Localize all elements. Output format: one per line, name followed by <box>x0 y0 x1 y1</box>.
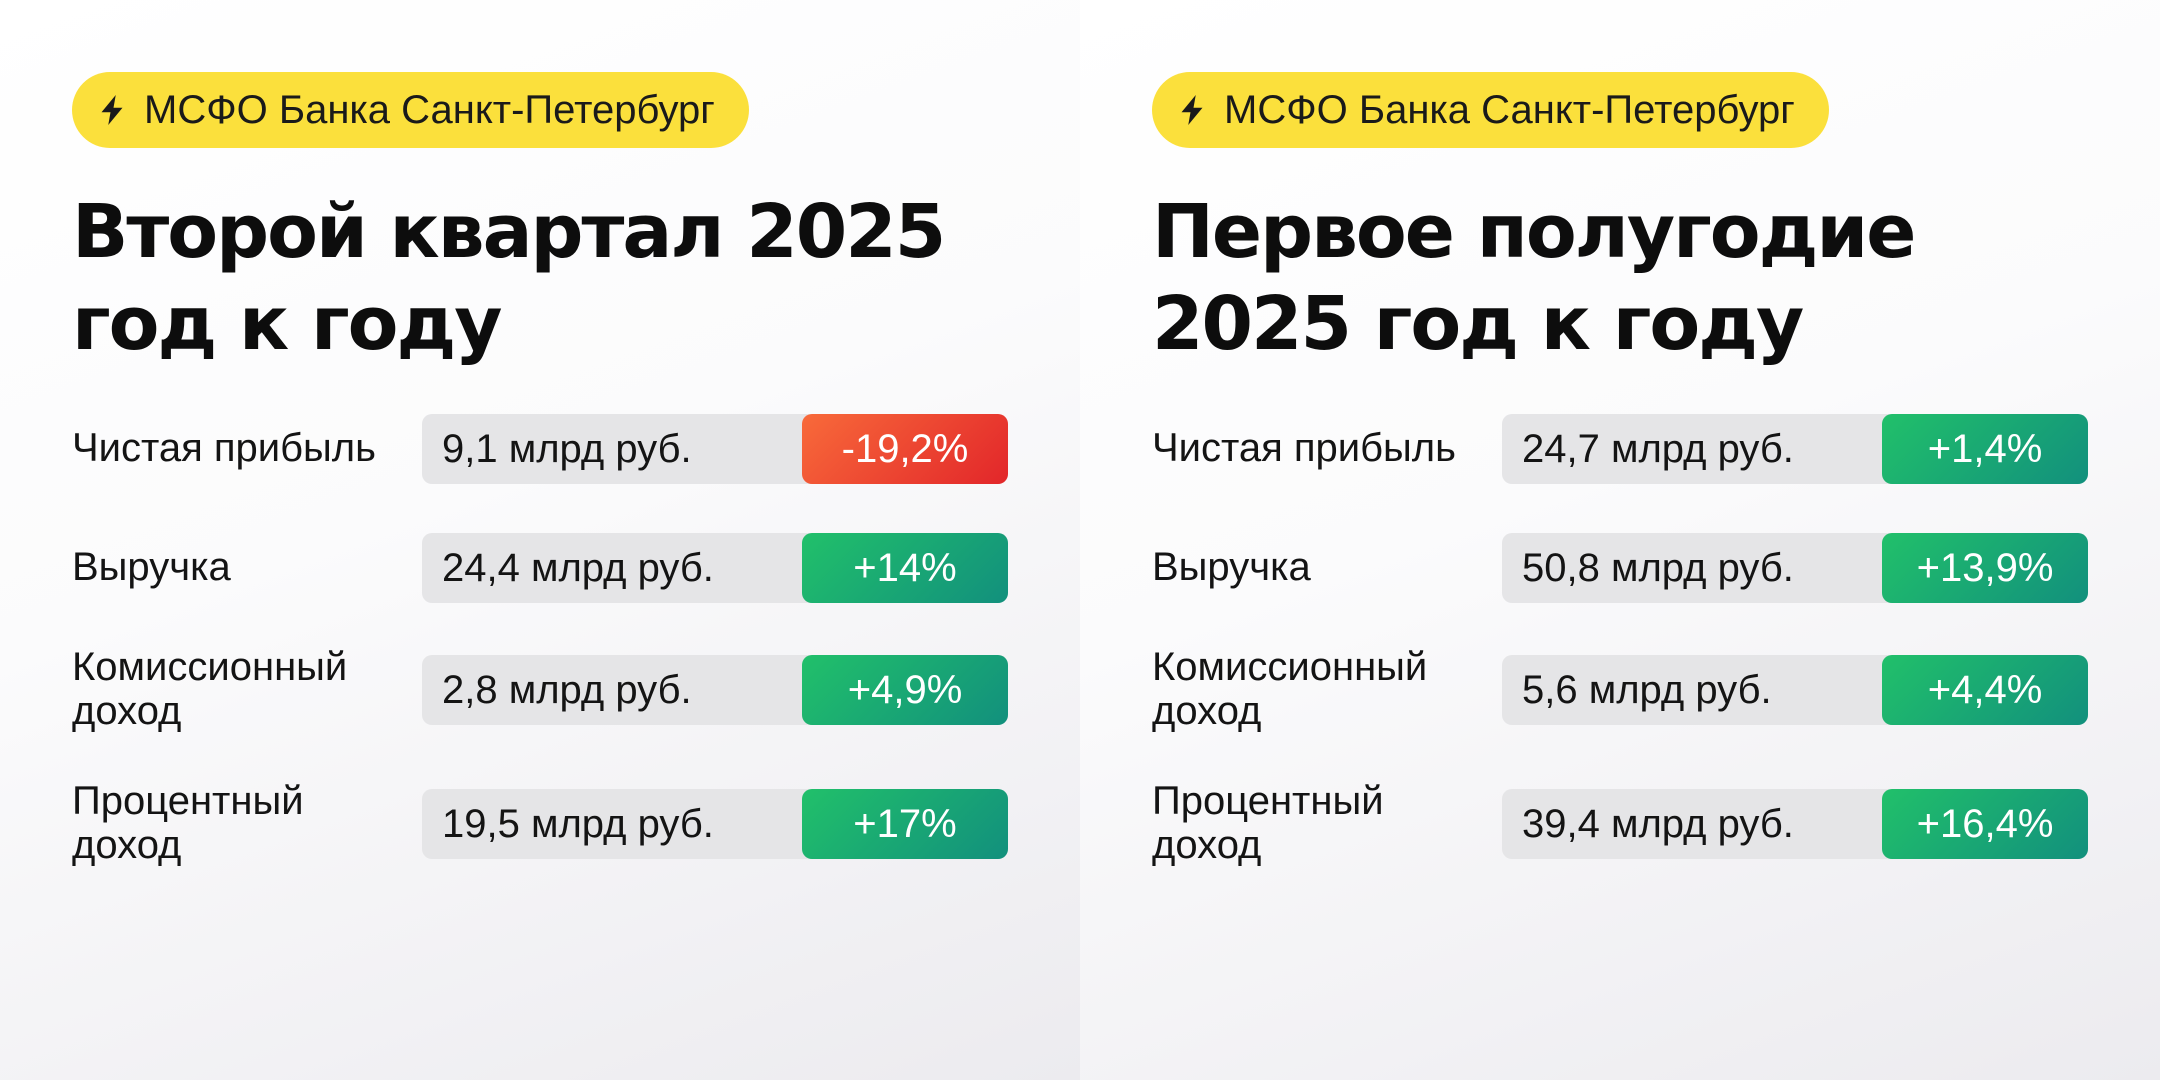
title-line-1: Первое полугодие <box>1152 189 1916 275</box>
metric-amount: 50,8 млрд руб. <box>1522 546 1794 590</box>
metric-amount: 24,4 млрд руб. <box>442 546 714 590</box>
metric-amount: 2,8 млрд руб. <box>442 668 692 712</box>
page-title: Второй квартал 2025 год к году <box>72 186 1032 370</box>
metric-label-line-2: доход <box>72 823 182 867</box>
panel-q2-2025: МСФО Банка Санкт-Петербург Второй кварта… <box>0 0 1080 1080</box>
page-title: Первое полугодие 2025 год к году <box>1152 186 2112 370</box>
source-badge: МСФО Банка Санкт-Петербург <box>72 72 749 148</box>
change-badge: +17% <box>802 789 1008 859</box>
metric-bar: 19,5 млрд руб. +17% <box>422 789 1008 859</box>
metric-bar: 24,7 млрд руб. +1,4% <box>1502 414 2088 484</box>
metric-bar: 50,8 млрд руб. +13,9% <box>1502 533 2088 603</box>
metric-label-line-1: Комиссионный <box>72 645 348 689</box>
change-badge: +14% <box>802 533 1008 603</box>
lightning-icon <box>1174 92 1210 128</box>
metric-row-interest-income: Процентный доход 19,5 млрд руб. +17% <box>72 779 1012 867</box>
metric-label-line-1: Комиссионный <box>1152 645 1428 689</box>
change-badge: +4,4% <box>1882 655 2088 725</box>
metric-label: Выручка <box>72 545 231 589</box>
metric-amount: 24,7 млрд руб. <box>1522 427 1794 471</box>
metric-amount: 9,1 млрд руб. <box>442 427 692 471</box>
title-line-1: Второй квартал 2025 <box>72 189 946 275</box>
metric-row-commission-income: Комиссионный доход 5,6 млрд руб. +4,4% <box>1152 645 2092 733</box>
change-badge: -19,2% <box>802 414 1008 484</box>
metric-row-revenue: Выручка 50,8 млрд руб. +13,9% <box>1152 533 2092 603</box>
metric-label: Чистая прибыль <box>1152 426 1456 470</box>
title-line-2: 2025 год к году <box>1152 281 1804 367</box>
metric-label: Комиссионный доход <box>72 645 412 733</box>
metric-amount: 39,4 млрд руб. <box>1522 802 1794 846</box>
metric-bar: 5,6 млрд руб. +4,4% <box>1502 655 2088 725</box>
lightning-icon <box>94 92 130 128</box>
metric-row-commission-income: Комиссионный доход 2,8 млрд руб. +4,9% <box>72 645 1012 733</box>
metric-label-line-2: доход <box>72 689 182 733</box>
metric-label: Выручка <box>1152 545 1311 589</box>
metric-bar: 2,8 млрд руб. +4,9% <box>422 655 1008 725</box>
metric-row-revenue: Выручка 24,4 млрд руб. +14% <box>72 533 1012 603</box>
metric-bar: 9,1 млрд руб. -19,2% <box>422 414 1008 484</box>
metric-row-net-profit: Чистая прибыль 9,1 млрд руб. -19,2% <box>72 414 1012 484</box>
metric-label: Комиссионный доход <box>1152 645 1492 733</box>
change-badge: +4,9% <box>802 655 1008 725</box>
badge-text: МСФО Банка Санкт-Петербург <box>1224 87 1795 132</box>
change-badge: +13,9% <box>1882 533 2088 603</box>
change-badge: +16,4% <box>1882 789 2088 859</box>
metric-amount: 19,5 млрд руб. <box>442 802 714 846</box>
metric-label-line-2: доход <box>1152 823 1262 867</box>
title-line-2: год к году <box>72 281 503 367</box>
badge-text: МСФО Банка Санкт-Петербург <box>144 87 715 132</box>
metric-label-line-1: Процентный <box>1152 779 1384 823</box>
metric-row-net-profit: Чистая прибыль 24,7 млрд руб. +1,4% <box>1152 414 2092 484</box>
panel-h1-2025: МСФО Банка Санкт-Петербург Первое полуго… <box>1080 0 2160 1080</box>
metric-label: Чистая прибыль <box>72 426 376 470</box>
source-badge: МСФО Банка Санкт-Петербург <box>1152 72 1829 148</box>
metric-label: Процентный доход <box>1152 779 1492 867</box>
metric-bar: 24,4 млрд руб. +14% <box>422 533 1008 603</box>
metric-row-interest-income: Процентный доход 39,4 млрд руб. +16,4% <box>1152 779 2092 867</box>
metric-label-line-1: Процентный <box>72 779 304 823</box>
metric-label-line-2: доход <box>1152 689 1262 733</box>
metric-label: Процентный доход <box>72 779 412 867</box>
metric-bar: 39,4 млрд руб. +16,4% <box>1502 789 2088 859</box>
metric-amount: 5,6 млрд руб. <box>1522 668 1772 712</box>
change-badge: +1,4% <box>1882 414 2088 484</box>
